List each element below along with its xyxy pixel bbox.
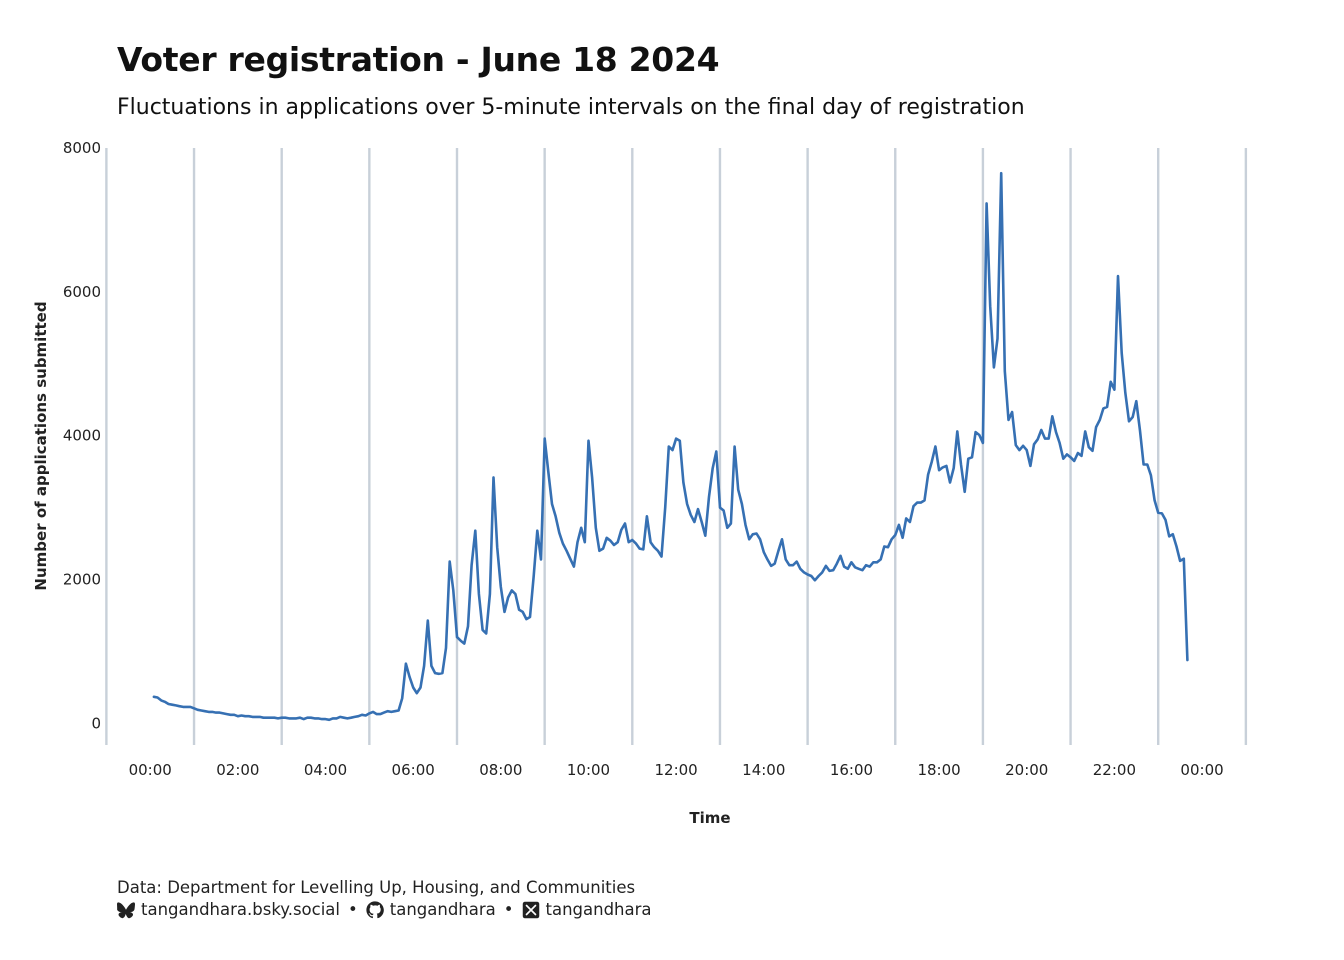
x-tick-label: 00:00 [129, 761, 172, 779]
y-tick-label: 8000 [63, 139, 101, 157]
x-tick-label: 18:00 [917, 761, 960, 779]
x-tick-label: 22:00 [1093, 761, 1136, 779]
y-tick-label: 6000 [63, 283, 101, 301]
x-axis-title: Time [689, 809, 730, 827]
separator-dot: • [348, 900, 358, 919]
series-line-group [152, 171, 1189, 722]
x-tick-label: 06:00 [392, 761, 435, 779]
github-icon [366, 900, 384, 918]
x-icon [522, 901, 539, 918]
x-tick-label: 20:00 [1005, 761, 1048, 779]
separator-dot: • [503, 900, 514, 919]
x-tick-label: 10:00 [567, 761, 610, 779]
chart-subtitle: Fluctuations in applications over 5-minu… [117, 95, 1025, 120]
x-tick-label: 12:00 [655, 761, 698, 779]
x-tick-label: 14:00 [742, 761, 785, 779]
caption-social: tangandhara.bsky.social • tangandhara • … [117, 900, 652, 919]
y-tick-label: 0 [91, 714, 101, 732]
x-handle[interactable]: tangandhara [545, 900, 652, 919]
series-line [152, 171, 1189, 722]
x-axis: 00:00 02:00 04:00 06:00 08:00 10:00 12:00 14:00… [129, 761, 1224, 779]
bluesky-icon [117, 901, 135, 918]
vertical-gridlines [105, 148, 1248, 745]
x-tick-label: 08:00 [479, 761, 522, 779]
x-tick-label: 04:00 [304, 761, 347, 779]
x-tick-label: 16:00 [830, 761, 873, 779]
x-tick-label: 02:00 [216, 761, 259, 779]
line-chart: 0 2000 4000 6000 8000 00:00 02:00 04:00 06:00 08… [32, 139, 1248, 827]
x-tick-label: 00:00 [1180, 761, 1223, 779]
y-tick-label: 4000 [63, 427, 101, 445]
github-handle[interactable]: tangandhara [389, 900, 496, 919]
y-axis-title: Number of applications submitted [32, 301, 50, 590]
caption-source: Data: Department for Levelling Up, Housi… [117, 878, 636, 897]
y-axis: 0 2000 4000 6000 8000 [63, 139, 101, 732]
y-tick-label: 2000 [63, 571, 101, 589]
bluesky-handle[interactable]: tangandhara.bsky.social [141, 900, 340, 919]
chart-title: Voter registration - June 18 2024 [117, 40, 720, 79]
